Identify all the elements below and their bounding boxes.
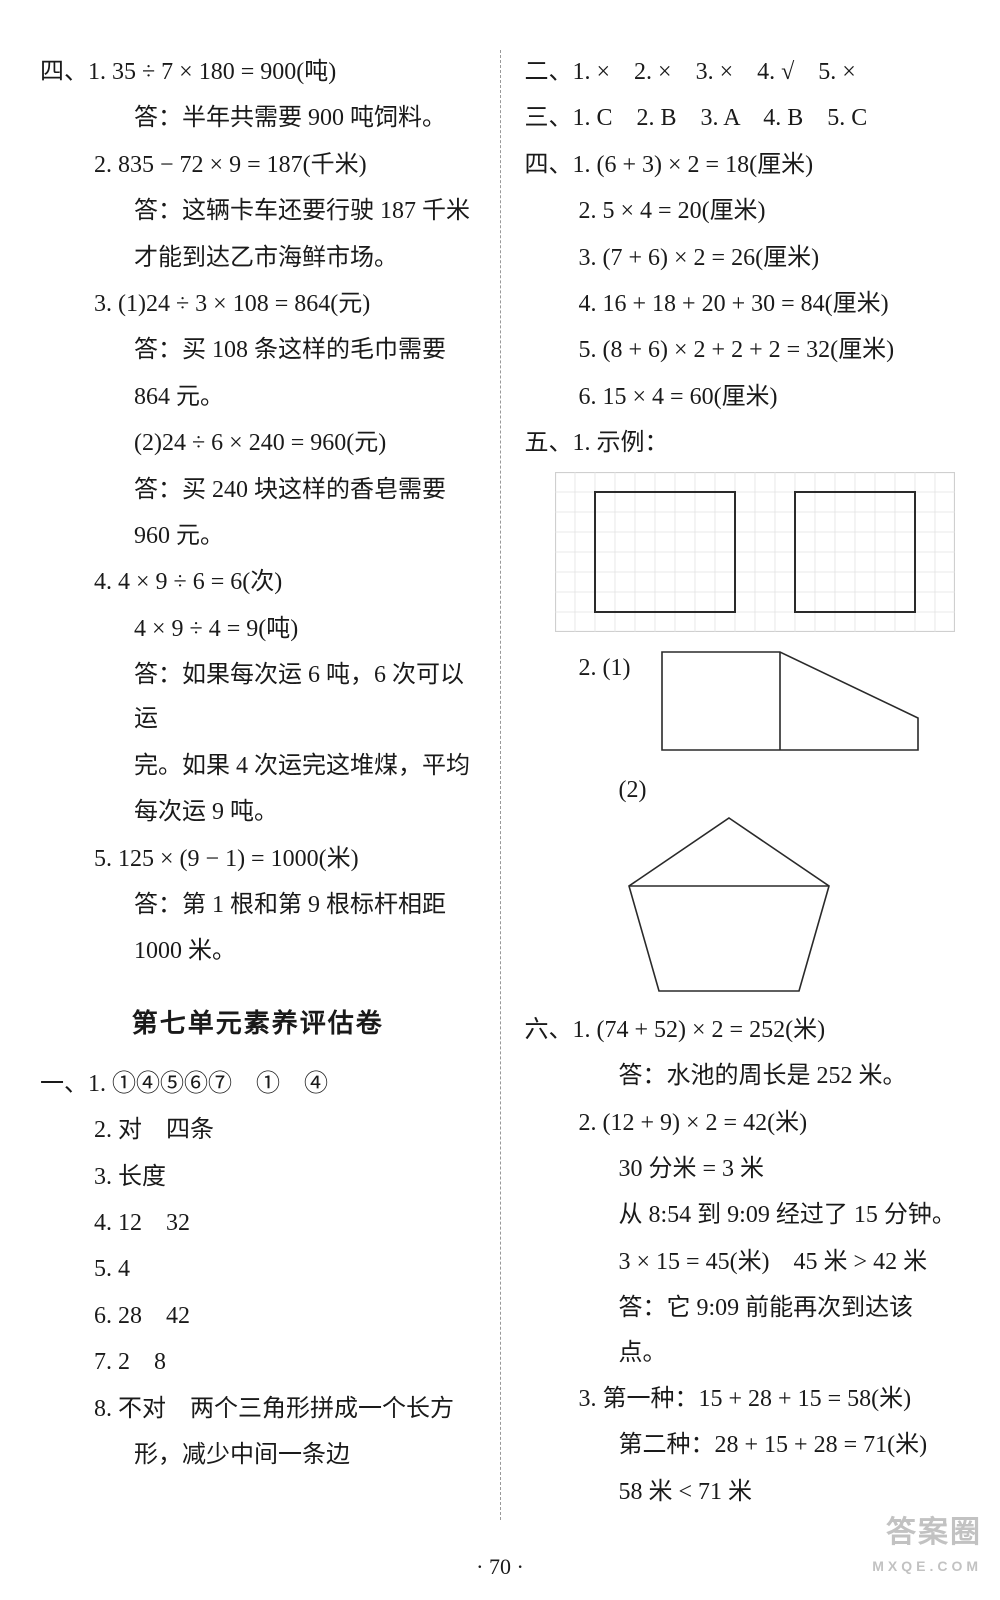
text-line: 才能到达乙市海鲜市场。 bbox=[40, 236, 476, 280]
text-line: 答：这辆卡车还要行驶 187 千米 bbox=[40, 189, 476, 233]
left-column: 四、1. 35 ÷ 7 × 180 = 900(吨) 答：半年共需要 900 吨… bbox=[40, 50, 476, 1520]
text-line: 2. 对 四条 bbox=[40, 1108, 476, 1152]
text-line: 答：它 9:09 前能再次到达该点。 bbox=[525, 1286, 961, 1375]
quad-figure bbox=[660, 650, 920, 760]
pentagon-svg bbox=[619, 816, 839, 996]
grid-svg bbox=[555, 472, 955, 632]
text-line: 答：买 240 块这样的香皂需要 bbox=[40, 468, 476, 512]
text-line: 答：半年共需要 900 吨饲料。 bbox=[40, 96, 476, 140]
right-column: 二、1. × 2. × 3. × 4. √ 5. × 三、1. C 2. B 3… bbox=[525, 50, 961, 1520]
text-line: 4. 4 × 9 ÷ 6 = 6(次) bbox=[40, 560, 476, 604]
text-line: 2. (12 + 9) × 2 = 42(米) bbox=[525, 1101, 961, 1145]
section-heading: 第七单元素养评估卷 bbox=[40, 1000, 476, 1048]
text-line: 1000 米。 bbox=[40, 929, 476, 973]
text-line: 二、1. × 2. × 3. × 4. √ 5. × bbox=[525, 50, 961, 94]
text-line: 第二种：28 + 15 + 28 = 71(米) bbox=[525, 1423, 961, 1467]
text-line: 6. 15 × 4 = 60(厘米) bbox=[525, 375, 961, 419]
text-line: 三、1. C 2. B 3. A 4. B 5. C bbox=[525, 96, 961, 140]
text-line: 3. 第一种：15 + 28 + 15 = 58(米) bbox=[525, 1377, 961, 1421]
text-line: 五、1. 示例： bbox=[525, 421, 961, 465]
text-line: (2)24 ÷ 6 × 240 = 960(元) bbox=[40, 421, 476, 465]
text-line: 864 元。 bbox=[40, 375, 476, 419]
text-line: 一、1. ①④⑤⑥⑦ ① ④ bbox=[40, 1062, 476, 1106]
text-line: 960 元。 bbox=[40, 514, 476, 558]
text-line: 5. 4 bbox=[40, 1247, 476, 1291]
text-line: 5. 125 × (9 − 1) = 1000(米) bbox=[40, 837, 476, 881]
text-line: 3. (1)24 ÷ 3 × 108 = 864(元) bbox=[40, 282, 476, 326]
text-line: 四、1. (6 + 3) × 2 = 18(厘米) bbox=[525, 143, 961, 187]
pentagon-figure bbox=[619, 816, 961, 996]
grid-figure bbox=[555, 472, 961, 632]
text-line: 形，减少中间一条边 bbox=[40, 1433, 476, 1477]
text-line: 4. 12 32 bbox=[40, 1201, 476, 1245]
text-line: 7. 2 8 bbox=[40, 1340, 476, 1384]
text-line: 4 × 9 ÷ 4 = 9(吨) bbox=[40, 607, 476, 651]
text-line: 答：水池的周长是 252 米。 bbox=[525, 1054, 961, 1098]
quad-svg bbox=[660, 650, 920, 760]
text-line: 每次运 9 吨。 bbox=[40, 790, 476, 834]
text-line: 答：买 108 条这样的毛巾需要 bbox=[40, 328, 476, 372]
text-line: 3. (7 + 6) × 2 = 26(厘米) bbox=[525, 236, 961, 280]
text-line: 3 × 15 = 45(米) 45 米 > 42 米 bbox=[525, 1240, 961, 1284]
text-line: 8. 不对 两个三角形拼成一个长方 bbox=[40, 1387, 476, 1431]
page-number: · 70 · bbox=[0, 1547, 1000, 1588]
watermark: 答案圈 MXQE.COM bbox=[872, 1505, 982, 1580]
text-line: 30 分米 = 3 米 bbox=[525, 1147, 961, 1191]
text-line: 5. (8 + 6) × 2 + 2 + 2 = 32(厘米) bbox=[525, 328, 961, 372]
text-line: 2. 835 − 72 × 9 = 187(千米) bbox=[40, 143, 476, 187]
watermark-main: 答案圈 bbox=[886, 1516, 982, 1549]
text-line: (2) bbox=[525, 768, 961, 812]
text-line: 2. 5 × 4 = 20(厘米) bbox=[525, 189, 961, 233]
text-line: 四、1. 35 ÷ 7 × 180 = 900(吨) bbox=[40, 50, 476, 94]
text-line: 6. 28 42 bbox=[40, 1294, 476, 1338]
text-line: 完。如果 4 次运完这堆煤，平均 bbox=[40, 744, 476, 788]
text-line: 3. 长度 bbox=[40, 1155, 476, 1199]
watermark-sub: MXQE.COM bbox=[872, 1554, 982, 1580]
text-line: 六、1. (74 + 52) × 2 = 252(米) bbox=[525, 1008, 961, 1052]
text-line: 4. 16 + 18 + 20 + 30 = 84(厘米) bbox=[525, 282, 961, 326]
text-line: 2. (1) bbox=[525, 646, 631, 766]
column-divider bbox=[500, 50, 501, 1520]
text-line: 答：第 1 根和第 9 根标杆相距 bbox=[40, 883, 476, 927]
text-line: 从 8:54 到 9:09 经过了 15 分钟。 bbox=[525, 1193, 961, 1237]
text-line: 答：如果每次运 6 吨，6 次可以运 bbox=[40, 653, 476, 742]
